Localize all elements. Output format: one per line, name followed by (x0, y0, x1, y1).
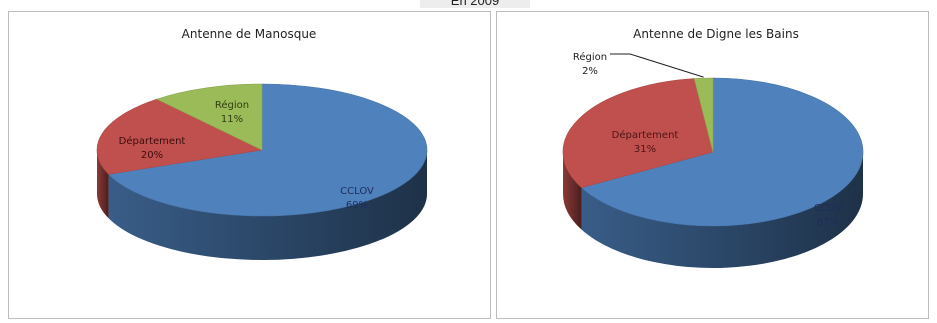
slice-side-ccdv (581, 152, 863, 268)
pie-chart-manosque: Antenne de Manosque CCLOV 69% Département 2… (96, 27, 428, 260)
page-header: En 2009 (0, 0, 937, 10)
slice-label-departement: Département (119, 135, 186, 147)
slice-value-cclov: 69% (346, 200, 368, 211)
pie-slice-cclov (107, 83, 428, 217)
pie-slice-departement (96, 98, 263, 175)
slice-label-ccdv: CCDV (814, 203, 842, 214)
slice-side-cclov (108, 150, 427, 260)
slice-side-departement (563, 152, 582, 230)
slice-value-departement: 20% (141, 150, 163, 161)
slice-value-ccdv: 67% (817, 217, 839, 228)
pie-chart-digne: Antenne de Digne les Bains CCDV 67% Départ… (562, 27, 864, 268)
chart-title: Antenne de Manosque (182, 27, 317, 41)
chart-panel-manosque: Antenne de Manosque CCLOV 69% Département 2… (8, 11, 491, 319)
slice-value-region: 11% (221, 114, 243, 125)
slice-side-departement (97, 150, 109, 219)
pie-slice-region (156, 83, 263, 151)
leader-line (610, 53, 704, 78)
chart-title: Antenne de Digne les Bains (633, 27, 799, 41)
header-caption: En 2009 (420, 0, 530, 8)
pie-slice-region (693, 77, 714, 153)
slice-label-cclov: CCLOV (340, 186, 374, 197)
slice-value-departement: 31% (634, 144, 656, 155)
pie-slice-departement (562, 78, 714, 188)
slice-label-region: Région (215, 99, 249, 111)
slice-label-departement: Département (612, 129, 679, 141)
chart-panel-digne: Antenne de Digne les Bains CCDV 67% Départ… (496, 11, 929, 319)
slice-label-region: Région (573, 51, 607, 63)
slice-value-region: 2% (582, 66, 598, 77)
pie-slice-ccdv (580, 77, 864, 227)
